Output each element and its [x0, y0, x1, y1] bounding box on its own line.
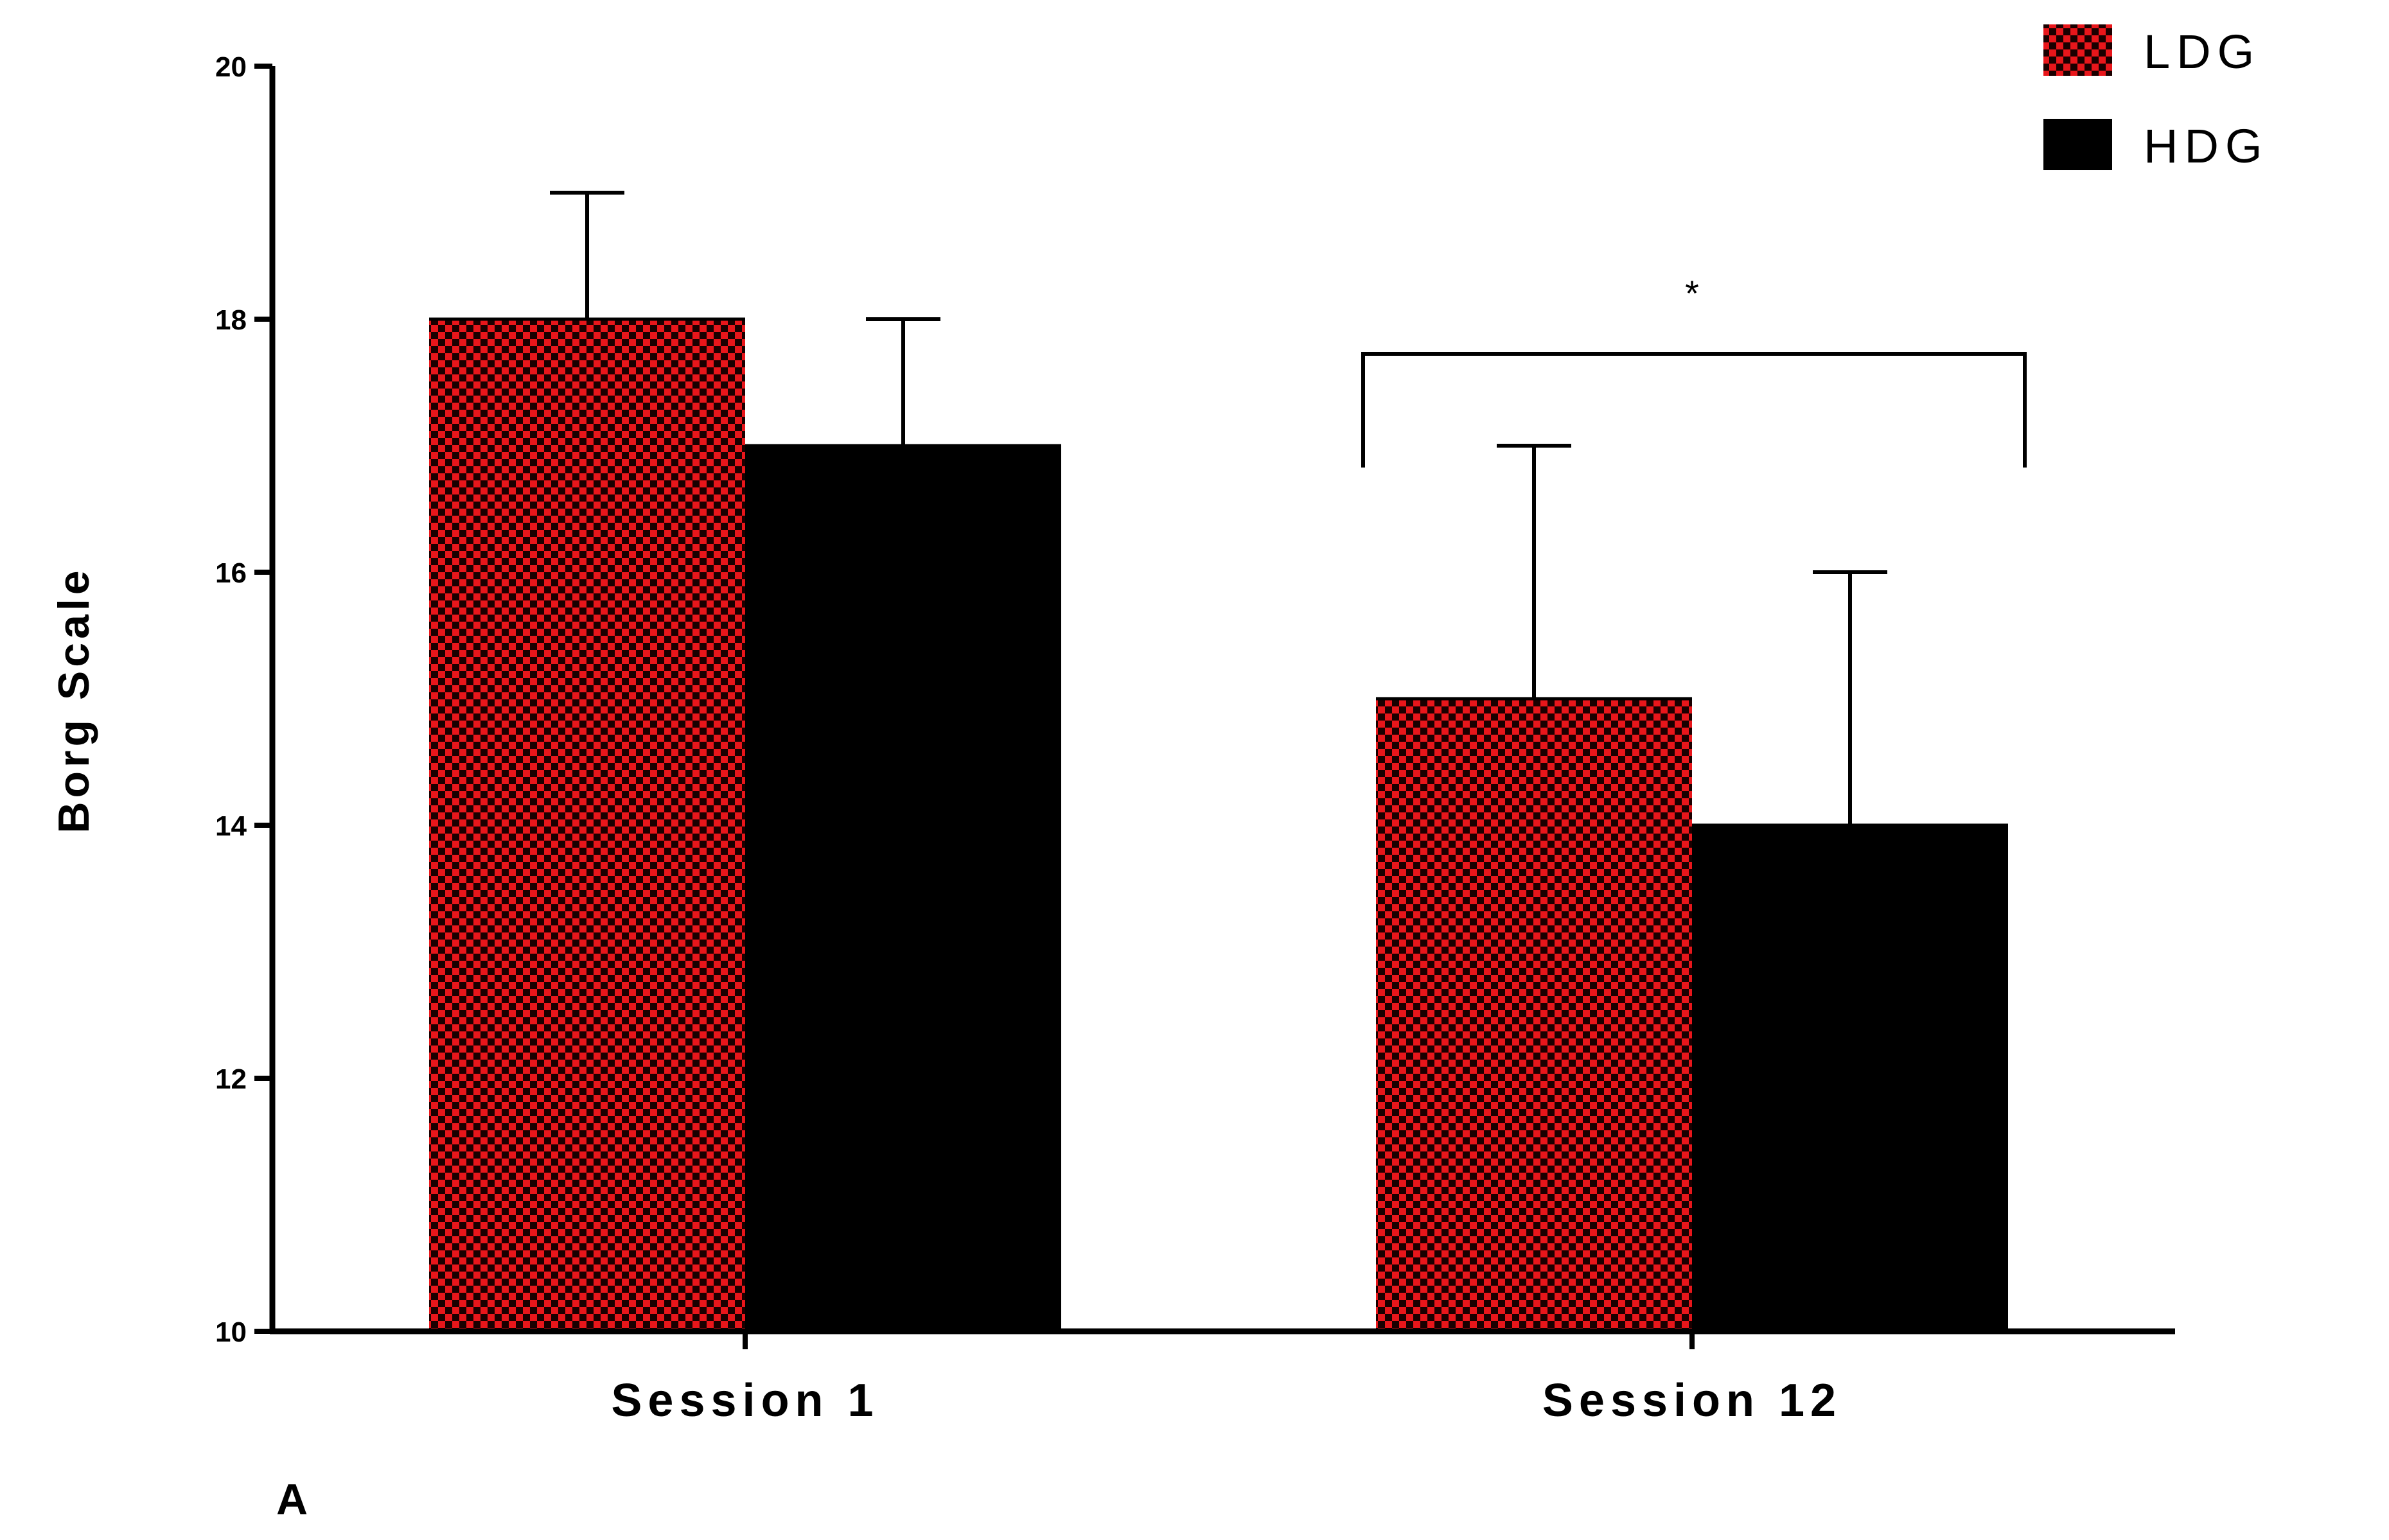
bar-ldg-2 [1376, 699, 1692, 1331]
bars-group [429, 317, 2008, 1331]
y-tick-label: 14 [215, 810, 247, 842]
y-axis-title: Borg Scale [49, 566, 98, 833]
y-tick-labels: 10 12 14 16 18 20 [215, 51, 247, 1348]
legend-label-hdg: HDG [2144, 119, 2268, 173]
y-tick-label: 20 [215, 51, 247, 83]
x-category-label: Session 1 [611, 1375, 879, 1426]
bar-hdg-1 [745, 446, 1061, 1331]
significance-marker: * [1685, 273, 1699, 313]
y-tick-label: 12 [215, 1063, 247, 1095]
x-category-label: Session 12 [1542, 1375, 1842, 1426]
axes [254, 64, 2175, 1349]
bar-ldg-1 [429, 319, 745, 1331]
y-tick-label: 10 [215, 1317, 247, 1348]
x-category-labels: Session 1 Session 12 [611, 1375, 1842, 1426]
y-tick-label: 18 [215, 304, 247, 336]
significance-bracket: * [1361, 273, 2027, 468]
significance-bracket-line [1361, 352, 2027, 468]
legend-label-ldg: LDG [2144, 25, 2261, 78]
legend: LDG HDG [2043, 24, 2268, 173]
legend-swatch-hdg [2043, 119, 2112, 170]
legend-swatch-ldg [2043, 24, 2112, 76]
error-bars-group [550, 191, 1887, 825]
bar-hdg-2 [1692, 825, 2008, 1331]
y-tick-label: 16 [215, 557, 247, 589]
panel-label: A [276, 1475, 308, 1524]
